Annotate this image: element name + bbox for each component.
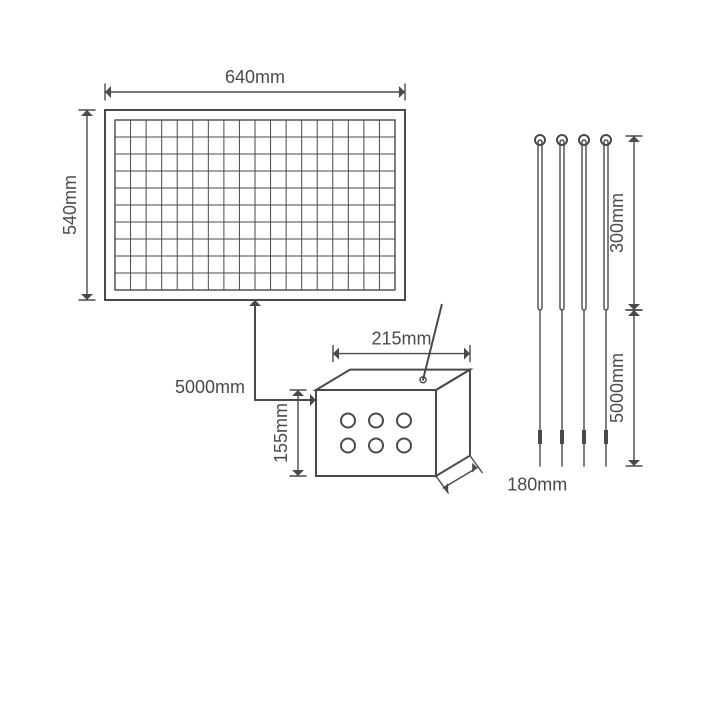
svg-text:215mm: 215mm <box>371 328 431 348</box>
svg-text:5000mm: 5000mm <box>607 353 627 423</box>
diagram: 640mm 540mm 5000mm 215mm 155mm 180mm 300mm 5000… <box>0 0 720 720</box>
svg-text:540mm: 540mm <box>60 175 80 235</box>
svg-text:180mm: 180mm <box>507 474 567 494</box>
svg-text:640mm: 640mm <box>225 67 285 87</box>
svg-text:300mm: 300mm <box>607 193 627 253</box>
svg-text:5000mm: 5000mm <box>175 377 245 397</box>
svg-text:155mm: 155mm <box>271 403 291 463</box>
